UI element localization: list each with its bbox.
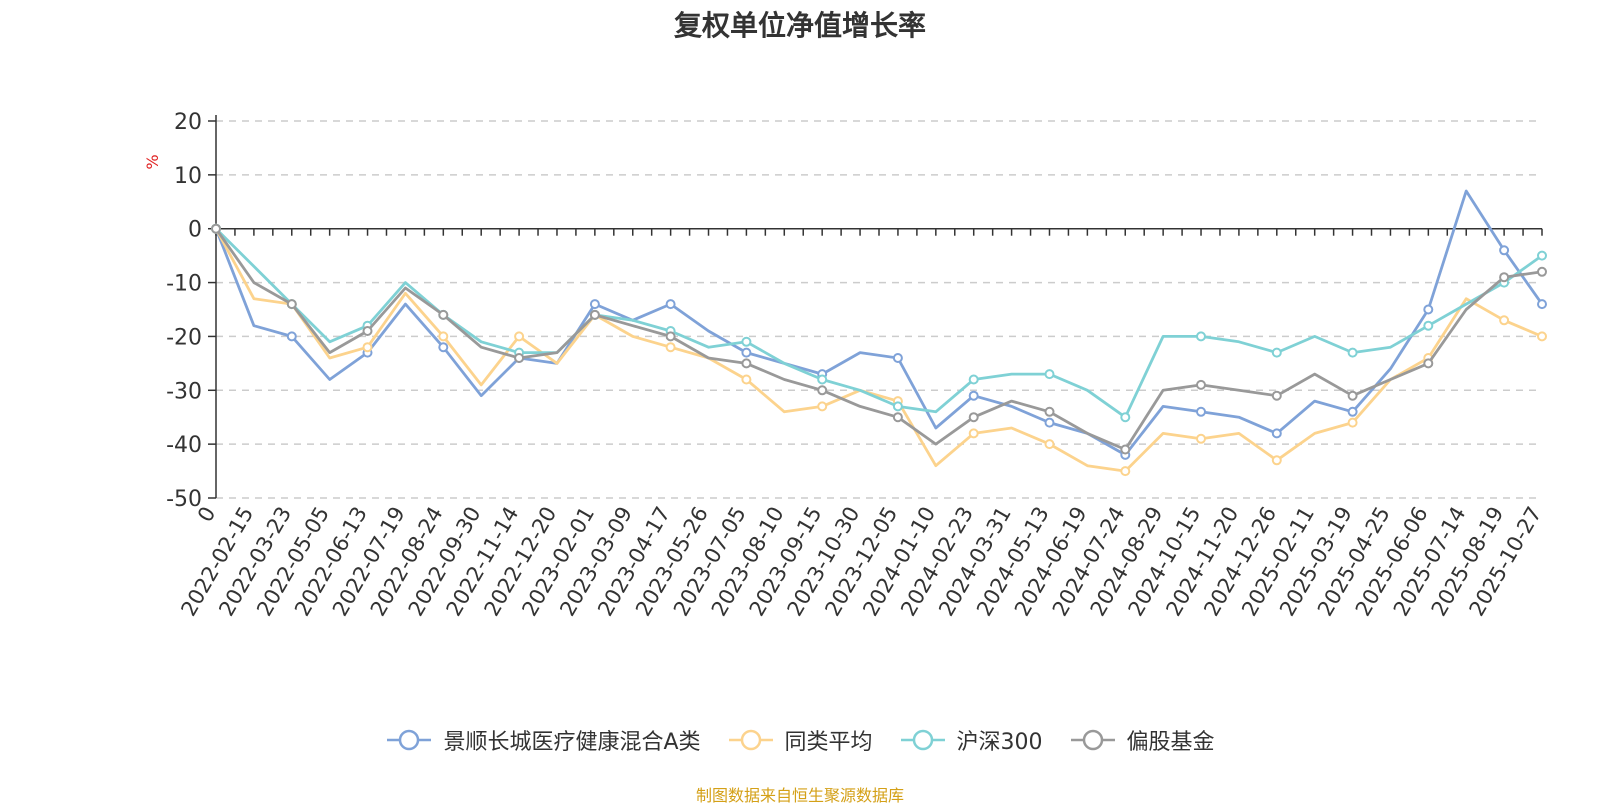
- data-point: [1196, 406, 1206, 417]
- data-point: [968, 428, 979, 439]
- data-point: [438, 331, 449, 342]
- data-point: [741, 347, 752, 358]
- legend-item[interactable]: 景顺长城医疗健康混合A类: [385, 724, 701, 756]
- y-tick-label: -20: [166, 325, 202, 350]
- legend-marker-icon: [387, 729, 432, 751]
- data-point: [1537, 299, 1547, 310]
- data-point: [1499, 272, 1510, 283]
- data-point: [1044, 369, 1055, 380]
- legend: 景顺长城医疗健康混合A类 同类平均 沪深300 偏股基金: [0, 724, 1600, 756]
- y-tick-label: 0: [188, 218, 202, 243]
- data-point: [1423, 304, 1434, 315]
- legend-item[interactable]: 沪深300: [899, 724, 1043, 756]
- data-point: [589, 299, 600, 310]
- data-point: [665, 331, 676, 342]
- data-point: [1271, 347, 1282, 358]
- series-1: [211, 223, 1547, 477]
- data-point: [817, 401, 828, 412]
- legend-label: 景顺长城医疗健康混合A类: [443, 730, 701, 755]
- data-point: [514, 331, 525, 342]
- chart-title: 复权单位净值增长率: [673, 9, 926, 42]
- data-point: [1423, 320, 1434, 331]
- data-point: [286, 331, 297, 342]
- data-point: [817, 385, 828, 396]
- data-point: [286, 299, 297, 310]
- data-point: [1044, 439, 1055, 450]
- data-point: [1044, 417, 1055, 428]
- data-point: [1120, 444, 1131, 455]
- data-point: [1347, 390, 1358, 401]
- data-point: [1537, 250, 1547, 261]
- legend-label: 同类平均: [784, 730, 873, 755]
- data-point: [438, 309, 449, 320]
- data-point: [589, 309, 600, 320]
- y-tick-label: -50: [166, 487, 202, 512]
- legend-label: 沪深300: [956, 730, 1043, 755]
- data-point: [1196, 379, 1206, 390]
- data-point: [1423, 358, 1434, 369]
- series-3: [211, 223, 1547, 455]
- data-point: [211, 223, 221, 234]
- x-tick-label: 0: [193, 503, 220, 527]
- data-point: [1044, 406, 1055, 417]
- data-point: [1347, 347, 1358, 358]
- y-tick-label: 20: [174, 110, 202, 135]
- data-point: [1537, 266, 1547, 277]
- data-point: [1537, 331, 1547, 342]
- data-point: [817, 374, 828, 385]
- data-point: [438, 342, 449, 353]
- y-tick-label: -10: [166, 272, 202, 297]
- y-axis-unit: %: [143, 154, 162, 169]
- data-point: [1499, 315, 1510, 326]
- data-point: [741, 374, 752, 385]
- series-0: [211, 189, 1547, 460]
- y-tick-label: -30: [166, 379, 202, 404]
- data-point: [1120, 466, 1131, 477]
- data-point: [1271, 390, 1282, 401]
- y-tick-label: 10: [174, 164, 202, 189]
- data-point: [892, 353, 903, 363]
- data-point: [1196, 331, 1206, 342]
- data-point: [665, 299, 676, 310]
- data-point: [968, 390, 979, 401]
- series-line: [214, 228, 1543, 473]
- data-point: [741, 358, 752, 369]
- data-point: [514, 353, 525, 363]
- data-point: [1499, 245, 1510, 256]
- data-point: [1196, 433, 1206, 444]
- legend-label: 偏股基金: [1126, 730, 1215, 755]
- series-line: [214, 227, 1543, 451]
- legend-item[interactable]: 偏股基金: [1069, 724, 1215, 756]
- series-line: [214, 189, 1544, 457]
- data-point: [741, 336, 752, 347]
- data-point: [665, 342, 676, 353]
- data-point: [892, 412, 903, 423]
- data-point: [1347, 406, 1358, 417]
- y-tick-label: -40: [166, 433, 202, 458]
- legend-marker-icon: [728, 729, 773, 751]
- legend-item[interactable]: 同类平均: [727, 724, 873, 756]
- data-point: [1271, 455, 1282, 466]
- data-point: [892, 401, 903, 412]
- data-point: [1347, 417, 1358, 428]
- source-note: 制图数据来自恒生聚源数据库: [695, 786, 904, 805]
- data-point: [968, 412, 979, 423]
- data-point: [1271, 428, 1282, 439]
- legend-marker-icon: [900, 729, 945, 751]
- legend-marker-icon: [1070, 729, 1115, 751]
- data-point: [362, 326, 373, 336]
- data-point: [968, 374, 979, 385]
- data-point: [362, 342, 373, 353]
- data-point: [1120, 412, 1131, 423]
